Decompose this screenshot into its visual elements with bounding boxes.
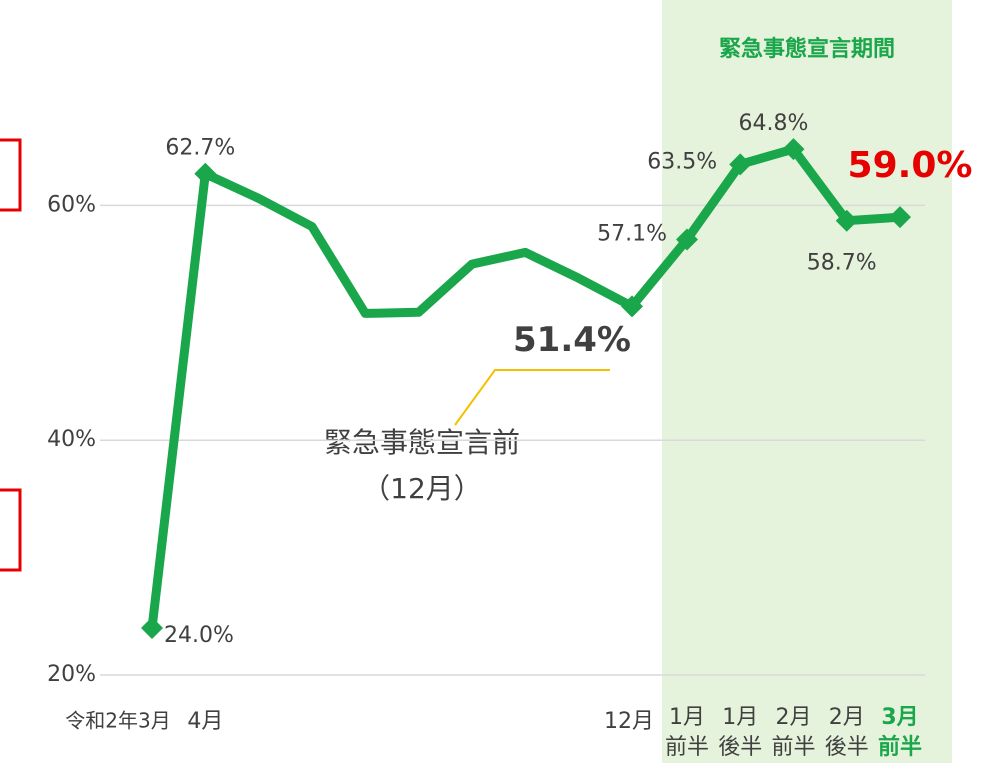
value-label: 63.5% <box>647 149 717 174</box>
x-tick-label: 1月 <box>669 705 705 730</box>
marker <box>835 209 858 232</box>
x-tick-label: 前半 <box>878 734 922 760</box>
x-tick-label: 前半 <box>665 735 709 760</box>
marker <box>729 153 752 176</box>
value-label: 58.7% <box>807 251 877 276</box>
value-label: 62.7% <box>165 136 235 161</box>
value-label: 57.1% <box>597 221 667 246</box>
x-tick-label: 2月 <box>829 705 865 730</box>
value-label: 64.8% <box>739 111 809 136</box>
x-tick-label: 後半 <box>718 735 762 760</box>
annotation: 緊急事態宣言前 <box>324 426 520 459</box>
y-tick-label: 40% <box>47 427 96 452</box>
series-line <box>147 144 901 629</box>
marker <box>141 617 163 640</box>
x-tick-label: 12月 <box>604 709 654 734</box>
callout-line <box>454 369 610 426</box>
period-label: 緊急事態宣言期間 <box>719 36 895 62</box>
x-tick-label: 1月 <box>722 705 758 730</box>
value-label: 59.0% <box>848 145 973 186</box>
x-tick-label: 2月 <box>776 705 812 730</box>
y-tick-label: 60% <box>47 192 96 217</box>
x-tick-label: 後半 <box>825 735 869 760</box>
emergency-period-band <box>662 0 952 763</box>
x-tick-label: 3月 <box>881 705 918 730</box>
plot: 20%40%60%令和2年3月 4月 12月 1月前半1月後半2月前半2月後半3月前半… <box>47 111 972 760</box>
marker <box>889 206 911 229</box>
marker <box>621 295 643 318</box>
value-label: 24.0% <box>164 623 234 648</box>
value-label: 51.4% <box>513 320 631 360</box>
marker <box>782 138 805 161</box>
annotation: （12月） <box>362 472 482 505</box>
x-tick-label: 令和2年3月 <box>65 709 170 733</box>
x-tick-label: 前半 <box>771 735 815 760</box>
marker <box>194 162 217 185</box>
y-tick-label: 20% <box>47 662 96 687</box>
marker <box>676 228 698 251</box>
x-tick-label: 4月 <box>187 709 223 734</box>
red-bracket <box>0 138 22 572</box>
